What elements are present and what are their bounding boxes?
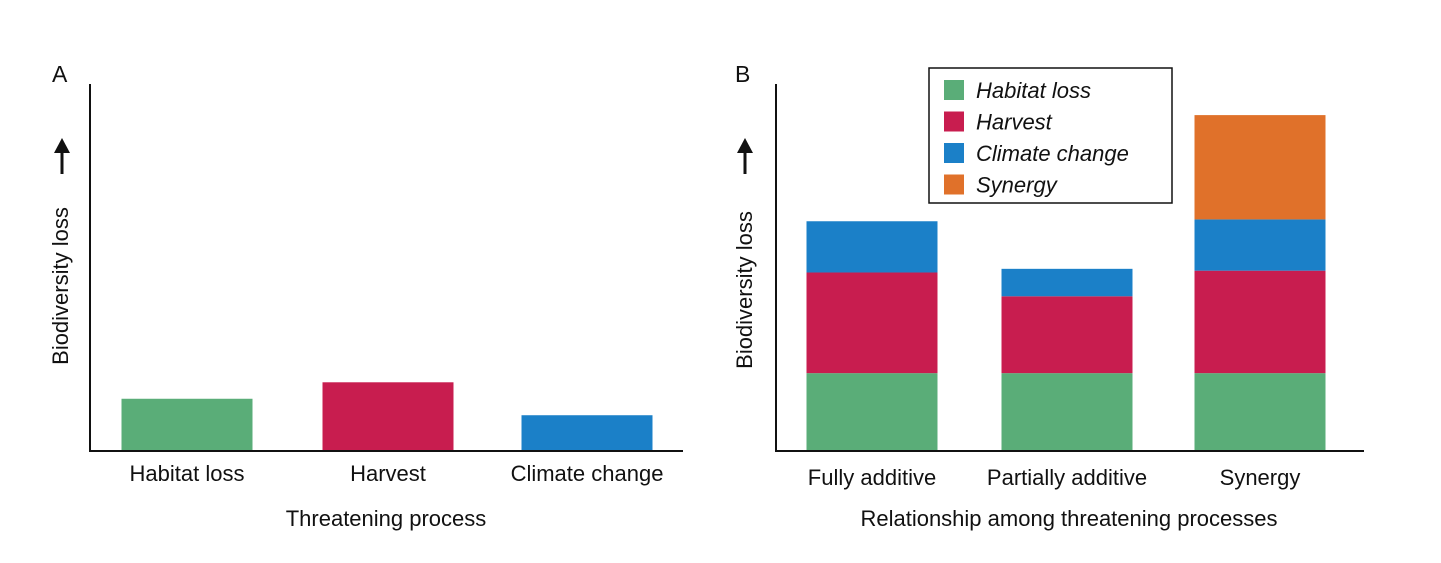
bar-segment-fully-additive-habitat-loss: [806, 373, 938, 450]
bar-harvest: [322, 382, 454, 450]
panel-a-y-title: Biodiversity loss: [48, 207, 73, 365]
panel-a-label: A: [52, 61, 68, 87]
legend-label-climate-change: Climate change: [976, 141, 1129, 166]
x-tick-label: Climate change: [511, 461, 664, 486]
panel-b-label: B: [735, 61, 750, 87]
bar-segment-synergy-synergy: [1194, 115, 1326, 220]
legend: Habitat loss Harvest Climate change Synergy: [928, 67, 1173, 204]
panel-b-bars: [806, 115, 1326, 450]
legend-box: [928, 67, 1173, 204]
bar-climate-change: [521, 415, 653, 450]
legend-swatch-synergy: [944, 174, 964, 195]
x-tick-label: Harvest: [350, 461, 426, 486]
panel-a-bars: [121, 382, 653, 450]
panel-a-x-title: Threatening process: [286, 506, 487, 531]
x-tick-label: Fully additive: [808, 465, 936, 490]
legend-swatch-habitat-loss: [944, 80, 964, 100]
bar-habitat-loss: [121, 398, 253, 450]
legend-swatch-harvest: [944, 111, 964, 132]
panel-a-arrow-icon: [54, 138, 70, 174]
panel-b-arrow-icon: [737, 138, 753, 174]
bar-segment-fully-additive-harvest: [806, 272, 938, 374]
legend-label-harvest: Harvest: [976, 110, 1053, 135]
legend-label-synergy: Synergy: [976, 173, 1059, 198]
panel-b-y-title: Biodiversity loss: [732, 211, 757, 369]
legend-items: Habitat loss Harvest Climate change Synergy: [944, 78, 1129, 198]
bar-segment-synergy-habitat-loss: [1194, 373, 1326, 450]
bar-segment-synergy-harvest: [1194, 270, 1326, 374]
panel-b: B Fully additive Partially additive Synerg…: [732, 61, 1364, 531]
legend-swatch-climate-change: [944, 143, 964, 163]
panel-a-tick-labels: Habitat loss Harvest Climate change: [130, 461, 664, 486]
bar-segment-partially-additive-climate-change: [1001, 268, 1133, 297]
x-tick-label: Synergy: [1220, 465, 1301, 490]
bar-segment-partially-additive-habitat-loss: [1001, 373, 1133, 450]
panel-a: A Habitat loss Harvest Climate change Thre…: [48, 61, 683, 531]
x-tick-label: Habitat loss: [130, 461, 245, 486]
bar-segment-synergy-climate-change: [1194, 219, 1326, 271]
panel-b-x-title: Relationship among threatening processes: [860, 506, 1277, 531]
x-tick-label: Partially additive: [987, 465, 1147, 490]
panel-b-tick-labels: Fully additive Partially additive Synergy: [808, 465, 1301, 490]
legend-label-habitat-loss: Habitat loss: [976, 78, 1091, 103]
bar-segment-fully-additive-climate-change: [806, 221, 938, 273]
bar-segment-partially-additive-harvest: [1001, 296, 1133, 374]
